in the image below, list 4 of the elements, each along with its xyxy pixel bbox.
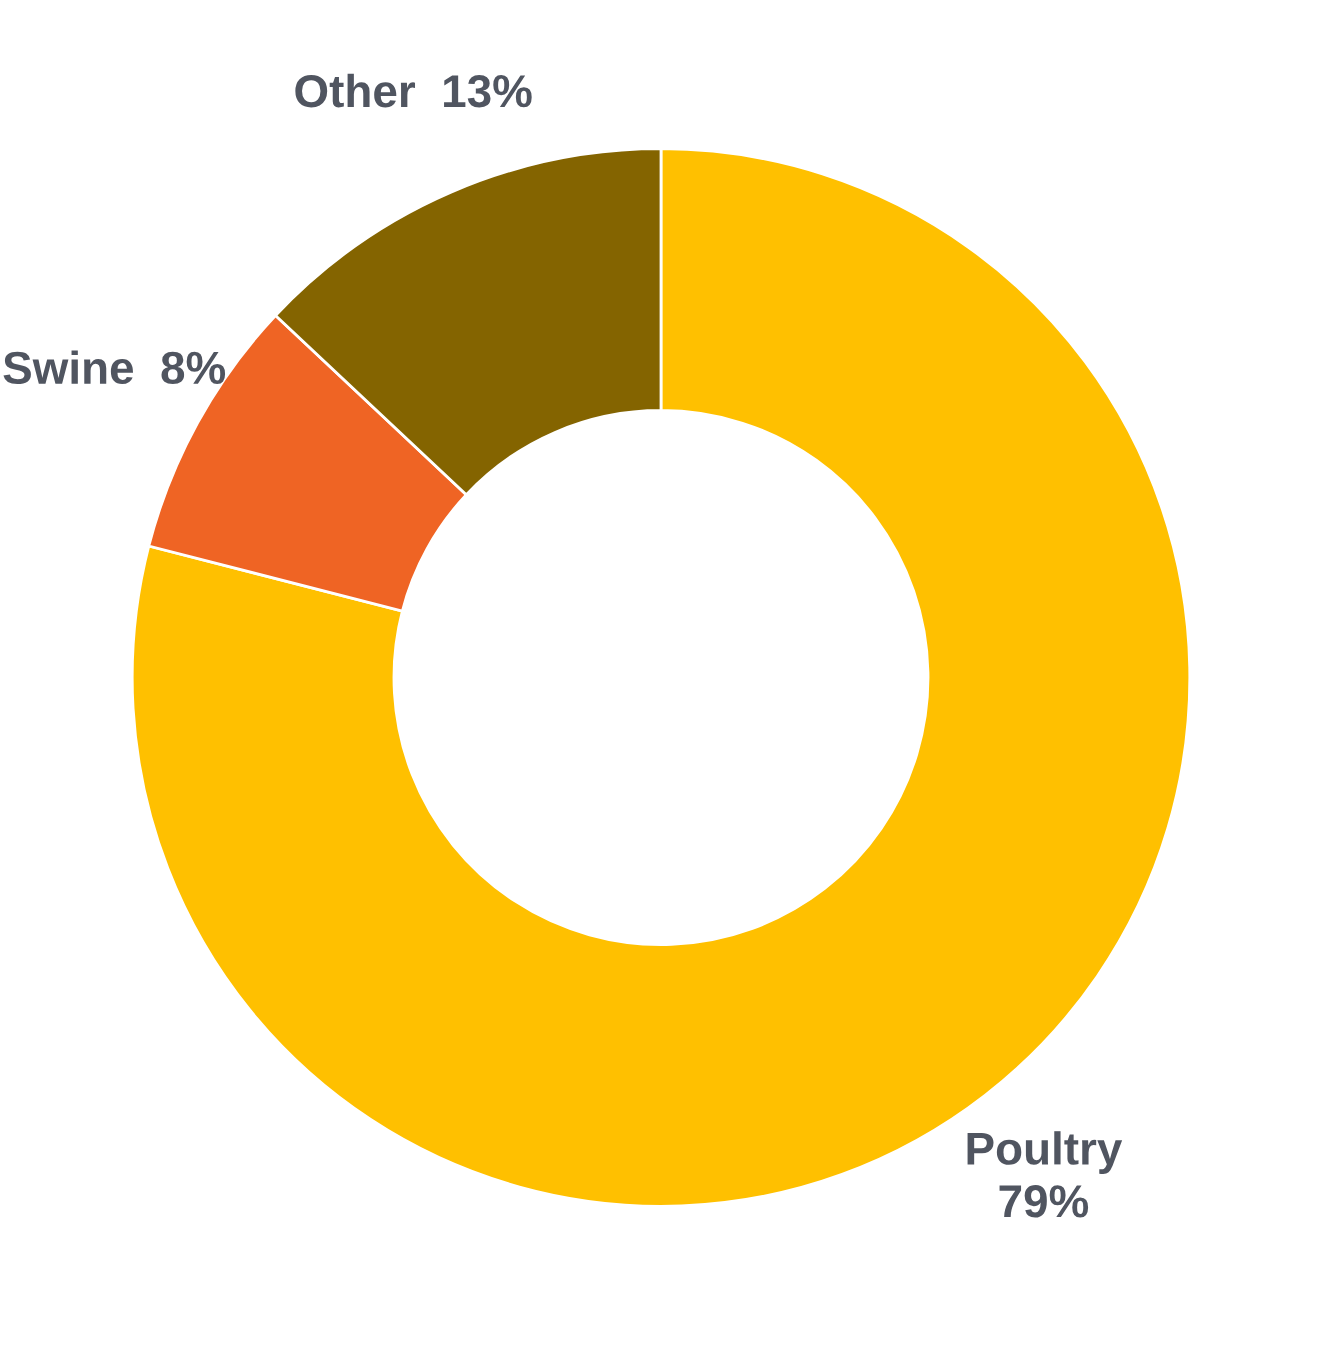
data-label: 79% (999, 1185, 1089, 1218)
slice-label: Other 13% (295, 73, 532, 108)
slice-label: Swine 8% (3, 350, 226, 385)
slice-label: Poultry (967, 1131, 1123, 1174)
